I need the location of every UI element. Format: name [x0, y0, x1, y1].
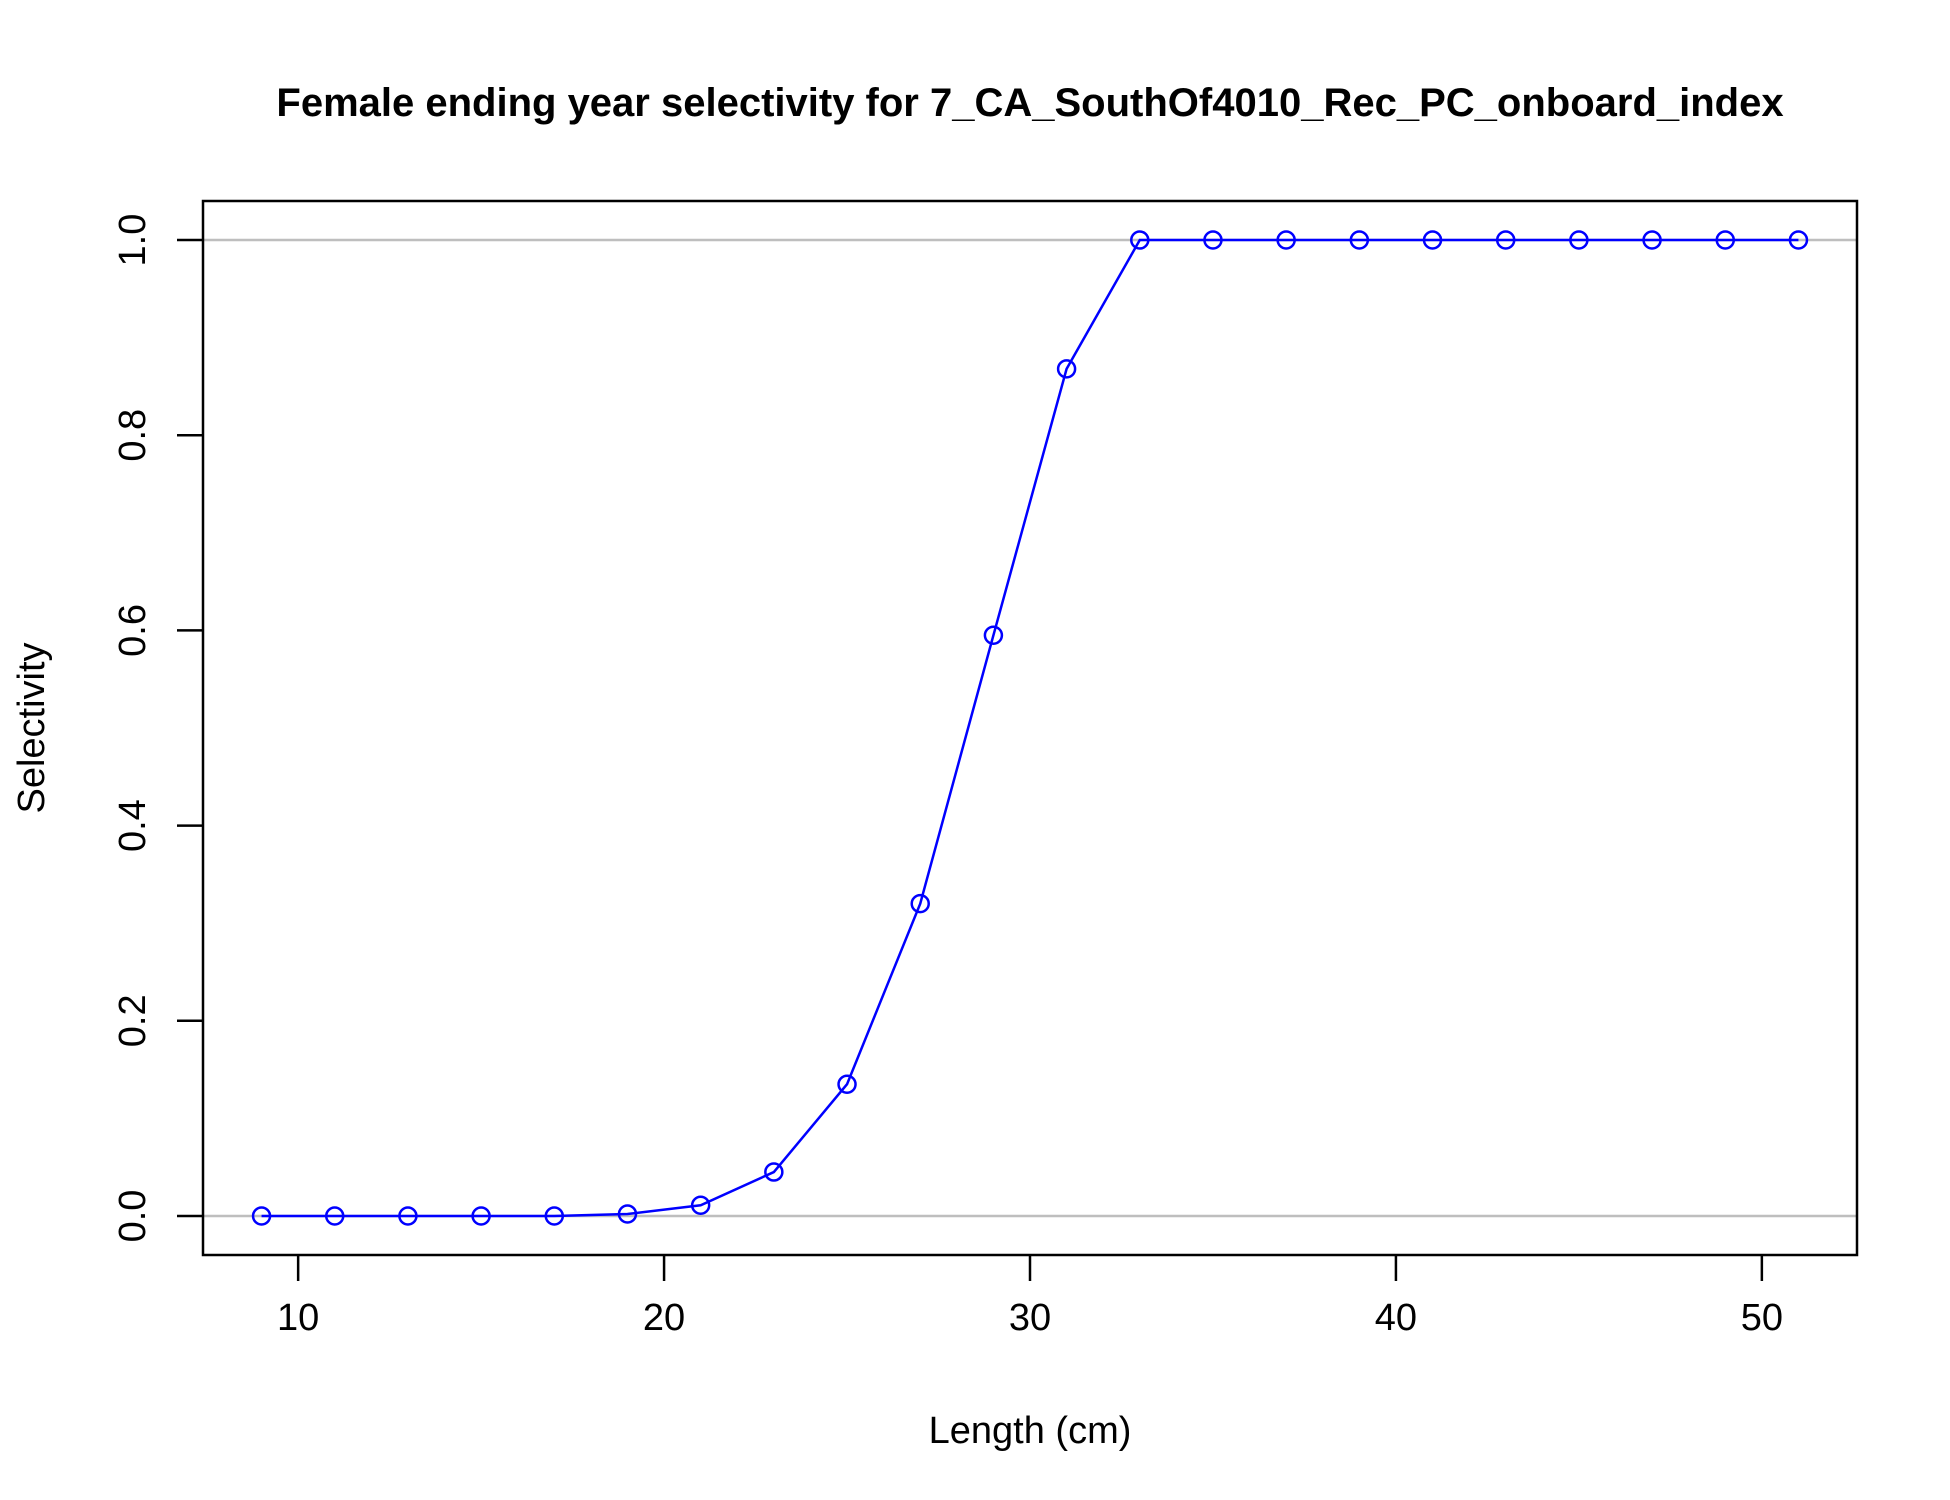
- data-point: [1422, 230, 1443, 250]
- data-point: [324, 1206, 345, 1226]
- data-point: [690, 1195, 711, 1215]
- data-point: [544, 1206, 565, 1226]
- data-point: [1276, 230, 1296, 250]
- y-tick-label: 0.2: [112, 994, 154, 1047]
- data-point: [1056, 359, 1077, 379]
- data-point: [1715, 230, 1736, 250]
- series-line: [261, 238, 1799, 1218]
- data-point: [398, 1206, 418, 1226]
- chart-title: Female ending year selectivity for 7_CA_…: [276, 81, 1783, 125]
- y-tick-label: 0.6: [112, 604, 154, 657]
- data-point: [617, 1204, 638, 1224]
- data-point: [1642, 230, 1662, 250]
- data-point: [1569, 230, 1589, 250]
- data-point: [471, 1206, 491, 1226]
- series-layer: [251, 230, 1809, 1226]
- data-point: [910, 893, 930, 914]
- y-tick-label: 0.4: [112, 799, 154, 852]
- y-tick-label: 0.0: [112, 1190, 154, 1243]
- data-point: [1130, 230, 1150, 250]
- data-point: [1349, 230, 1370, 250]
- data-point: [1788, 230, 1809, 250]
- x-tick-label: 40: [1375, 1297, 1417, 1339]
- data-point: [983, 625, 1004, 646]
- data-point: [1495, 230, 1516, 250]
- y-axis: 0.0 0.2 0.4 0.6 0.8 1.0: [112, 214, 203, 1243]
- data-point: [837, 1074, 857, 1094]
- x-tick-label: 20: [643, 1297, 685, 1339]
- y-tick-label: 1.0: [112, 214, 154, 267]
- x-tick-label: 50: [1741, 1297, 1783, 1339]
- data-point: [764, 1162, 784, 1182]
- x-tick-label: 10: [277, 1297, 319, 1339]
- y-axis-label: Selectivity: [11, 642, 53, 813]
- x-tick-label: 30: [1009, 1297, 1051, 1339]
- data-point: [1203, 230, 1223, 250]
- x-axis-label: Length (cm): [929, 1410, 1132, 1452]
- x-axis: 10 20 30 40 50: [277, 1255, 1783, 1339]
- y-tick-label: 0.8: [112, 409, 154, 462]
- data-point: [251, 1206, 272, 1226]
